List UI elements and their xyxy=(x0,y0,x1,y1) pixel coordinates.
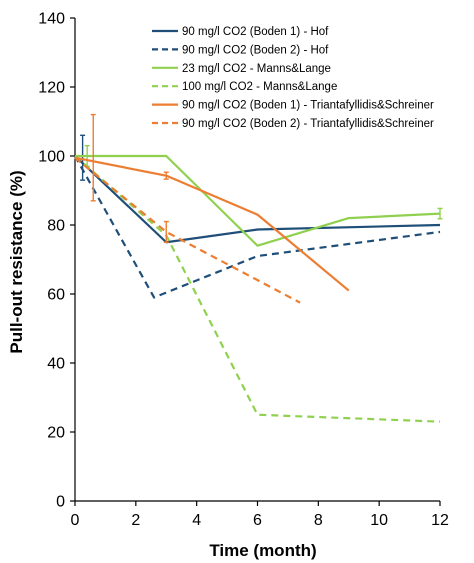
y-tick-label: 80 xyxy=(47,218,65,235)
error-bar xyxy=(163,171,169,180)
series-layer xyxy=(74,113,443,423)
error-bar xyxy=(437,207,443,220)
error-bar xyxy=(80,134,86,181)
y-tick-label: 60 xyxy=(47,287,65,304)
legend-item: 90 mg/l CO2 (Boden 1) - Triantafyllidis&… xyxy=(152,100,434,112)
y-tick-label: 20 xyxy=(47,425,65,442)
x-tick-label: 2 xyxy=(131,512,140,529)
series-line-1 xyxy=(74,155,441,299)
error-bar xyxy=(90,113,96,202)
series-line-5 xyxy=(74,156,301,304)
series-line-3 xyxy=(74,155,441,423)
legend-item: 100 mg/l CO2 - Manns&Lange xyxy=(152,81,337,93)
x-tick-label: 10 xyxy=(370,512,388,529)
legend-label: 90 mg/l CO2 (Boden 1) - Triantafyllidis&… xyxy=(182,100,434,112)
x-tick-label: 8 xyxy=(314,512,323,529)
x-tick-label: 12 xyxy=(431,512,449,529)
y-axis-title: Pull-out resistance (%) xyxy=(7,170,26,353)
y-tick-label: 140 xyxy=(38,11,65,28)
legend-item: 90 mg/l CO2 (Boden 2) - Triantafyllidis&… xyxy=(152,118,434,130)
x-ticks: 0 2 4 6 8 10 12 xyxy=(71,501,449,529)
legend-label: 90 mg/l CO2 (Boden 1) - Hof xyxy=(182,26,329,38)
legend-item: 90 mg/l CO2 (Boden 1) - Hof xyxy=(152,26,329,38)
y-tick-label: 120 xyxy=(38,80,65,97)
legend-item: 23 mg/l CO2 - Manns&Lange xyxy=(152,63,331,75)
series-line-2 xyxy=(75,154,441,247)
legend: 90 mg/l CO2 (Boden 1) - Hof 90 mg/l CO2 (… xyxy=(152,26,434,130)
series-line-4 xyxy=(74,156,350,292)
y-tick-label: 100 xyxy=(38,149,65,166)
x-tick-label: 4 xyxy=(192,512,201,529)
legend-label: 100 mg/l CO2 - Manns&Lange xyxy=(182,81,337,93)
x-tick-label: 6 xyxy=(253,512,262,529)
series-line-0 xyxy=(74,155,441,244)
plot-area: 0 20 40 60 80 100 120 140 0 2 4 6 8 10 12 xyxy=(38,11,449,530)
legend-item: 90 mg/l CO2 (Boden 2) - Hof xyxy=(152,44,329,56)
y-tick-label: 40 xyxy=(47,356,65,373)
error-bar xyxy=(163,220,169,243)
y-ticks: 0 20 40 60 80 100 120 140 xyxy=(38,11,75,511)
legend-label: 90 mg/l CO2 (Boden 2) - Hof xyxy=(182,44,329,56)
x-tick-label: 0 xyxy=(71,512,80,529)
legend-label: 90 mg/l CO2 (Boden 2) - Triantafyllidis&… xyxy=(182,118,434,130)
legend-label: 23 mg/l CO2 - Manns&Lange xyxy=(182,63,331,75)
y-tick-label: 0 xyxy=(56,494,65,511)
x-axis-title: Time (month) xyxy=(209,541,316,560)
